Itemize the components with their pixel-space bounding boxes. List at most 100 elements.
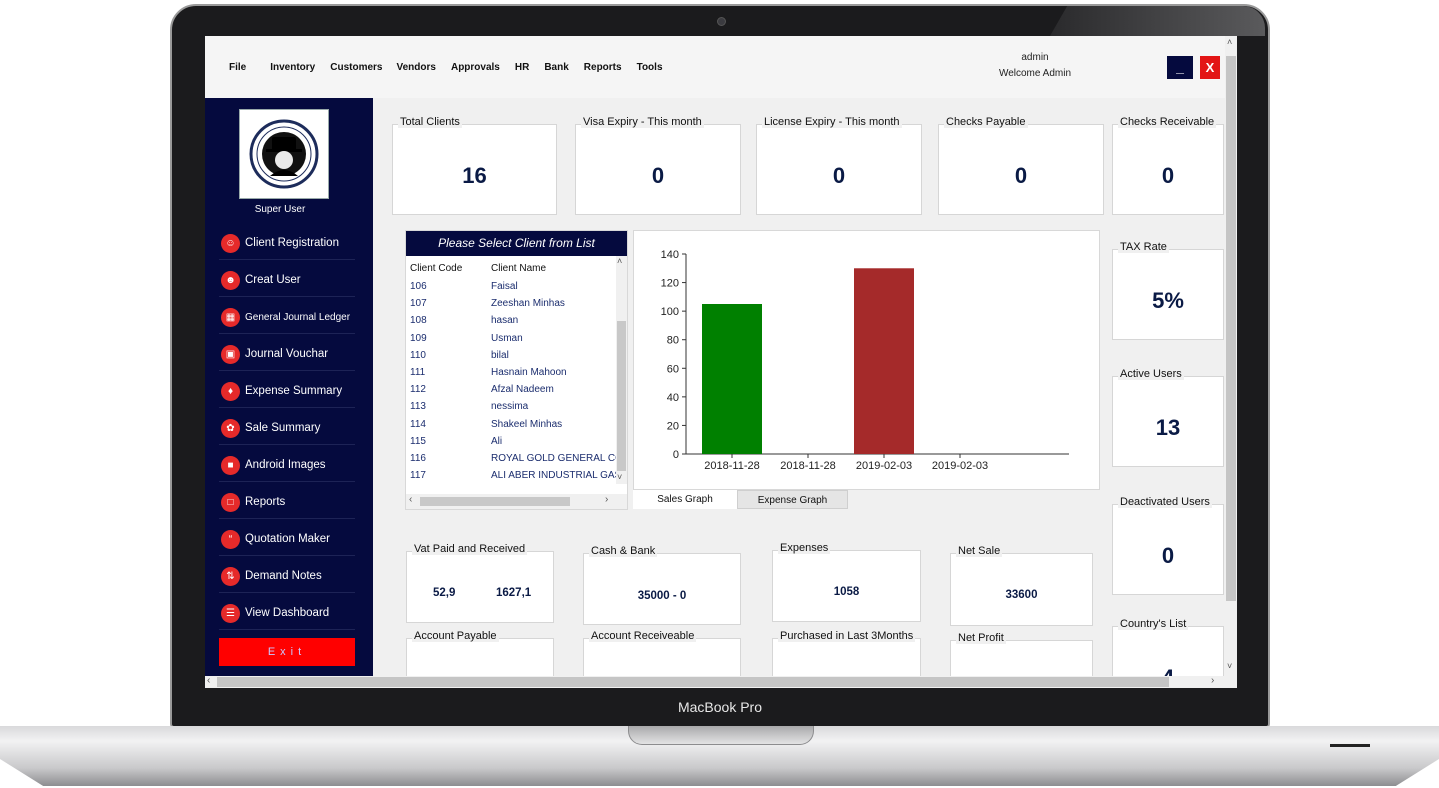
- chevron-up-icon[interactable]: ˄: [617, 256, 623, 266]
- sidebar-item-quotation-maker[interactable]: “ Quotation Maker: [219, 523, 355, 556]
- table-row[interactable]: 109 Usman: [406, 333, 616, 350]
- bar: [854, 268, 914, 454]
- sidebar-item-label: Android Images: [245, 459, 326, 471]
- logo-icon: [249, 119, 319, 189]
- tab-expense-graph[interactable]: Expense Graph: [737, 490, 848, 509]
- sidebar: Super User ☺ Client Registration ☻ Creat…: [205, 98, 373, 676]
- sidebar-item-demand-notes[interactable]: ⇅ Demand Notes: [219, 560, 355, 593]
- client-code-cell: 114: [410, 418, 426, 430]
- table-row[interactable]: 114 Shakeel Minhas: [406, 419, 616, 436]
- table-row[interactable]: 117 ALI ABER INDUSTRIAL GAS TR: [406, 470, 616, 487]
- chevron-right-icon[interactable]: ›: [605, 494, 609, 505]
- table-row[interactable]: 111 Hasnain Mahoon: [406, 367, 616, 384]
- sidebar-item-general-journal-ledger[interactable]: ▦ General Journal Ledger: [219, 301, 355, 334]
- table-row[interactable]: 107 Zeeshan Minhas: [406, 298, 616, 315]
- stat-tax-rate: TAX Rate 5%: [1112, 241, 1224, 340]
- chevron-up-icon[interactable]: ˄: [1227, 37, 1233, 47]
- x-tick-label: 2019-02-03: [856, 460, 912, 472]
- client-name-cell: Hasnain Mahoon: [491, 367, 567, 378]
- client-list[interactable]: Please Select Client from List Client Co…: [405, 230, 628, 510]
- sidebar-item-label: Demand Notes: [245, 570, 322, 582]
- username: admin: [1021, 52, 1049, 63]
- chevron-down-icon[interactable]: ˅: [1227, 661, 1233, 671]
- menu-file[interactable]: File: [229, 62, 247, 73]
- sale-icon: ✿: [221, 418, 240, 438]
- camera-icon: [717, 17, 726, 26]
- lid-glare: [1050, 6, 1265, 36]
- menu-bank[interactable]: Bank: [544, 62, 569, 73]
- stat-value-paid: 52,9: [433, 587, 456, 599]
- sidebar-item-creat-user[interactable]: ☻ Creat User: [219, 264, 355, 297]
- y-tick-label: 20: [667, 420, 679, 432]
- menu-approvals[interactable]: Approvals: [450, 62, 500, 73]
- report-icon: □: [221, 492, 240, 512]
- scroll-thumb[interactable]: [217, 677, 1169, 687]
- sidebar-item-label: View Dashboard: [245, 607, 330, 619]
- client-code-cell: 112: [410, 384, 426, 396]
- close-button[interactable]: X: [1200, 56, 1220, 79]
- x-tick-label: 2018-11-28: [780, 460, 835, 472]
- table-row[interactable]: 115 Ali: [406, 436, 616, 453]
- stat-label: Net Sale: [956, 545, 1003, 557]
- menu-tools[interactable]: Tools: [636, 62, 663, 73]
- book-icon: ▦: [221, 307, 240, 327]
- chevron-left-icon[interactable]: ‹: [409, 494, 413, 505]
- window-hscroll[interactable]: ‹ ›: [205, 675, 1237, 688]
- tab-sales-graph[interactable]: Sales Graph: [633, 490, 737, 509]
- window-vscroll[interactable]: ˄ ˅: [1225, 36, 1237, 676]
- y-tick-label: 140: [661, 249, 679, 261]
- scroll-thumb[interactable]: [1226, 56, 1236, 601]
- table-row[interactable]: 113 nessima: [406, 401, 616, 418]
- stat-label: Total Clients: [398, 116, 462, 128]
- client-list-vscroll[interactable]: ˄ ˅: [616, 256, 627, 484]
- stat-active-users: Active Users 13: [1112, 368, 1224, 467]
- client-list-hscroll[interactable]: ‹ ›: [406, 494, 627, 509]
- client-list-title: Please Select Client from List: [406, 231, 627, 256]
- client-name-cell: Zeeshan Minhas: [491, 298, 565, 310]
- table-row[interactable]: 112 Afzal Nadeem: [406, 384, 616, 401]
- user-role: Super User: [254, 204, 306, 215]
- stat-deactivated-users: Deactivated Users 0: [1112, 496, 1224, 595]
- stat-checks-receivable: Checks Receivable 0: [1112, 116, 1224, 215]
- sidebar-item-label: Quotation Maker: [245, 533, 331, 545]
- sidebar-item-label: Expense Summary: [245, 385, 343, 397]
- stat-visa-expiry: Visa Expiry - This month 0: [575, 116, 741, 215]
- table-row[interactable]: 116 ROYAL GOLD GENERAL CONT...: [406, 453, 616, 470]
- sidebar-item-android-images[interactable]: ■ Android Images: [219, 449, 355, 482]
- client-name-cell: Afzal Nadeem: [491, 384, 554, 396]
- scroll-thumb[interactable]: [617, 321, 626, 471]
- sidebar-item-reports[interactable]: □ Reports: [219, 486, 355, 519]
- col-client-code[interactable]: Client Code: [410, 263, 463, 274]
- chevron-left-icon[interactable]: ‹: [207, 675, 211, 686]
- chevron-down-icon[interactable]: ˅: [617, 472, 623, 482]
- exit-button[interactable]: Exit: [219, 638, 355, 666]
- menu-reports[interactable]: Reports: [583, 62, 622, 73]
- sidebar-item-sale-summary[interactable]: ✿ Sale Summary: [219, 412, 355, 445]
- col-client-name[interactable]: Client Name: [491, 263, 547, 274]
- menu-vendors[interactable]: Vendors: [396, 62, 436, 73]
- sidebar-item-expense-summary[interactable]: ♦ Expense Summary: [219, 375, 355, 408]
- scroll-thumb[interactable]: [420, 497, 570, 506]
- stat-label: TAX Rate: [1118, 241, 1169, 253]
- client-name-cell: Ali: [491, 435, 503, 447]
- client-name-cell: Faisal: [491, 281, 518, 292]
- menu-hr[interactable]: HR: [514, 62, 530, 73]
- table-row[interactable]: 106 Faisal: [406, 281, 616, 298]
- chevron-right-icon[interactable]: ›: [1211, 675, 1215, 686]
- client-name-cell: Shakeel Minhas: [491, 418, 563, 430]
- sidebar-item-label: Creat User: [245, 274, 301, 286]
- table-row[interactable]: 108 hasan: [406, 315, 616, 332]
- menu-customers[interactable]: Customers: [330, 62, 383, 73]
- sidebar-item-journal-vouchar[interactable]: ▣ Journal Vouchar: [219, 338, 355, 371]
- table-row[interactable]: 110 bilal: [406, 350, 616, 367]
- menu-inventory[interactable]: Inventory: [270, 62, 316, 73]
- sidebar-item-view-dashboard[interactable]: ☰ View Dashboard: [219, 597, 355, 630]
- sidebar-item-client-registration[interactable]: ☺ Client Registration: [219, 227, 355, 260]
- sort-icon: ⇅: [221, 566, 240, 586]
- stat-label: License Expiry - This month: [762, 116, 902, 128]
- minimize-button[interactable]: _: [1167, 56, 1193, 79]
- client-code-cell: 109: [410, 332, 427, 344]
- stat-value: 5%: [1152, 288, 1184, 313]
- stat-value: 35000 - 0: [637, 590, 687, 602]
- client-code-cell: 115: [410, 435, 426, 447]
